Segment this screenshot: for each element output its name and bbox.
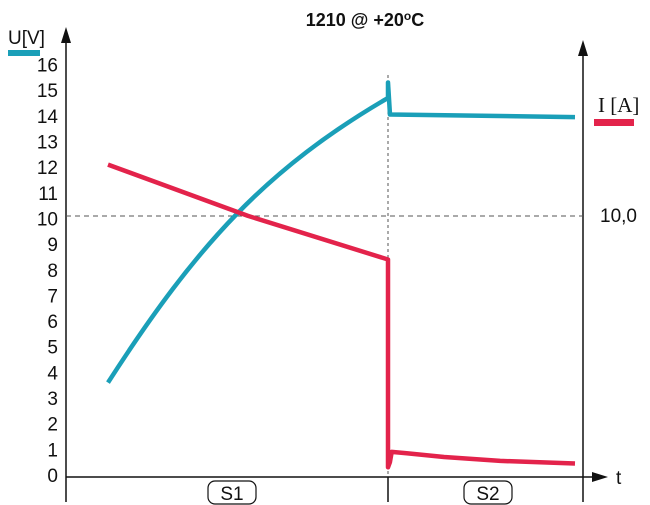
voltage-legend-swatch [8, 50, 40, 56]
x-axis-arrow [592, 472, 608, 482]
svg-text:S1: S1 [220, 484, 243, 505]
y-tick-label: 6 [47, 312, 58, 333]
y-tick-label: 13 [37, 132, 58, 153]
y-axis-right-label: I [A] [598, 93, 639, 117]
y-tick-label: 4 [47, 363, 58, 384]
y-tick-label: 15 [37, 81, 58, 102]
chart-title: 1210 @ +20oC [306, 9, 424, 30]
series-layer [106, 80, 576, 470]
y-tick-label: 11 [38, 184, 58, 205]
x-axis-label: t [616, 468, 622, 489]
y-tick-label: 1 [47, 440, 58, 461]
current-legend-swatch [594, 119, 634, 126]
y-tick-label: 8 [47, 261, 58, 282]
y-tick-label: 3 [47, 389, 58, 410]
y-tick-label: 0 [47, 466, 58, 487]
voltage-series-line [106, 80, 576, 384]
reference-value-label: 10,0 [600, 206, 637, 227]
svg-text:S2: S2 [476, 484, 499, 505]
y-tick-label: 10 [37, 209, 58, 230]
y-tick-label: 14 [37, 107, 59, 128]
y-tick-label: 12 [37, 158, 58, 179]
y-tick-label: 7 [47, 286, 58, 307]
y-axis-right-arrow [578, 40, 588, 56]
phase-label-s2: S2 [463, 480, 513, 505]
y-tick-label: 16 [37, 56, 58, 77]
y-axis-left-label: U[V] [8, 28, 45, 49]
y-axis-left-arrow [61, 27, 71, 43]
y-tick-label: 9 [47, 235, 58, 256]
current-series-line [107, 162, 576, 470]
y-tick-label: 5 [47, 338, 58, 359]
phase-label-s1: S1 [207, 480, 257, 505]
y-tick-label: 2 [47, 415, 58, 436]
